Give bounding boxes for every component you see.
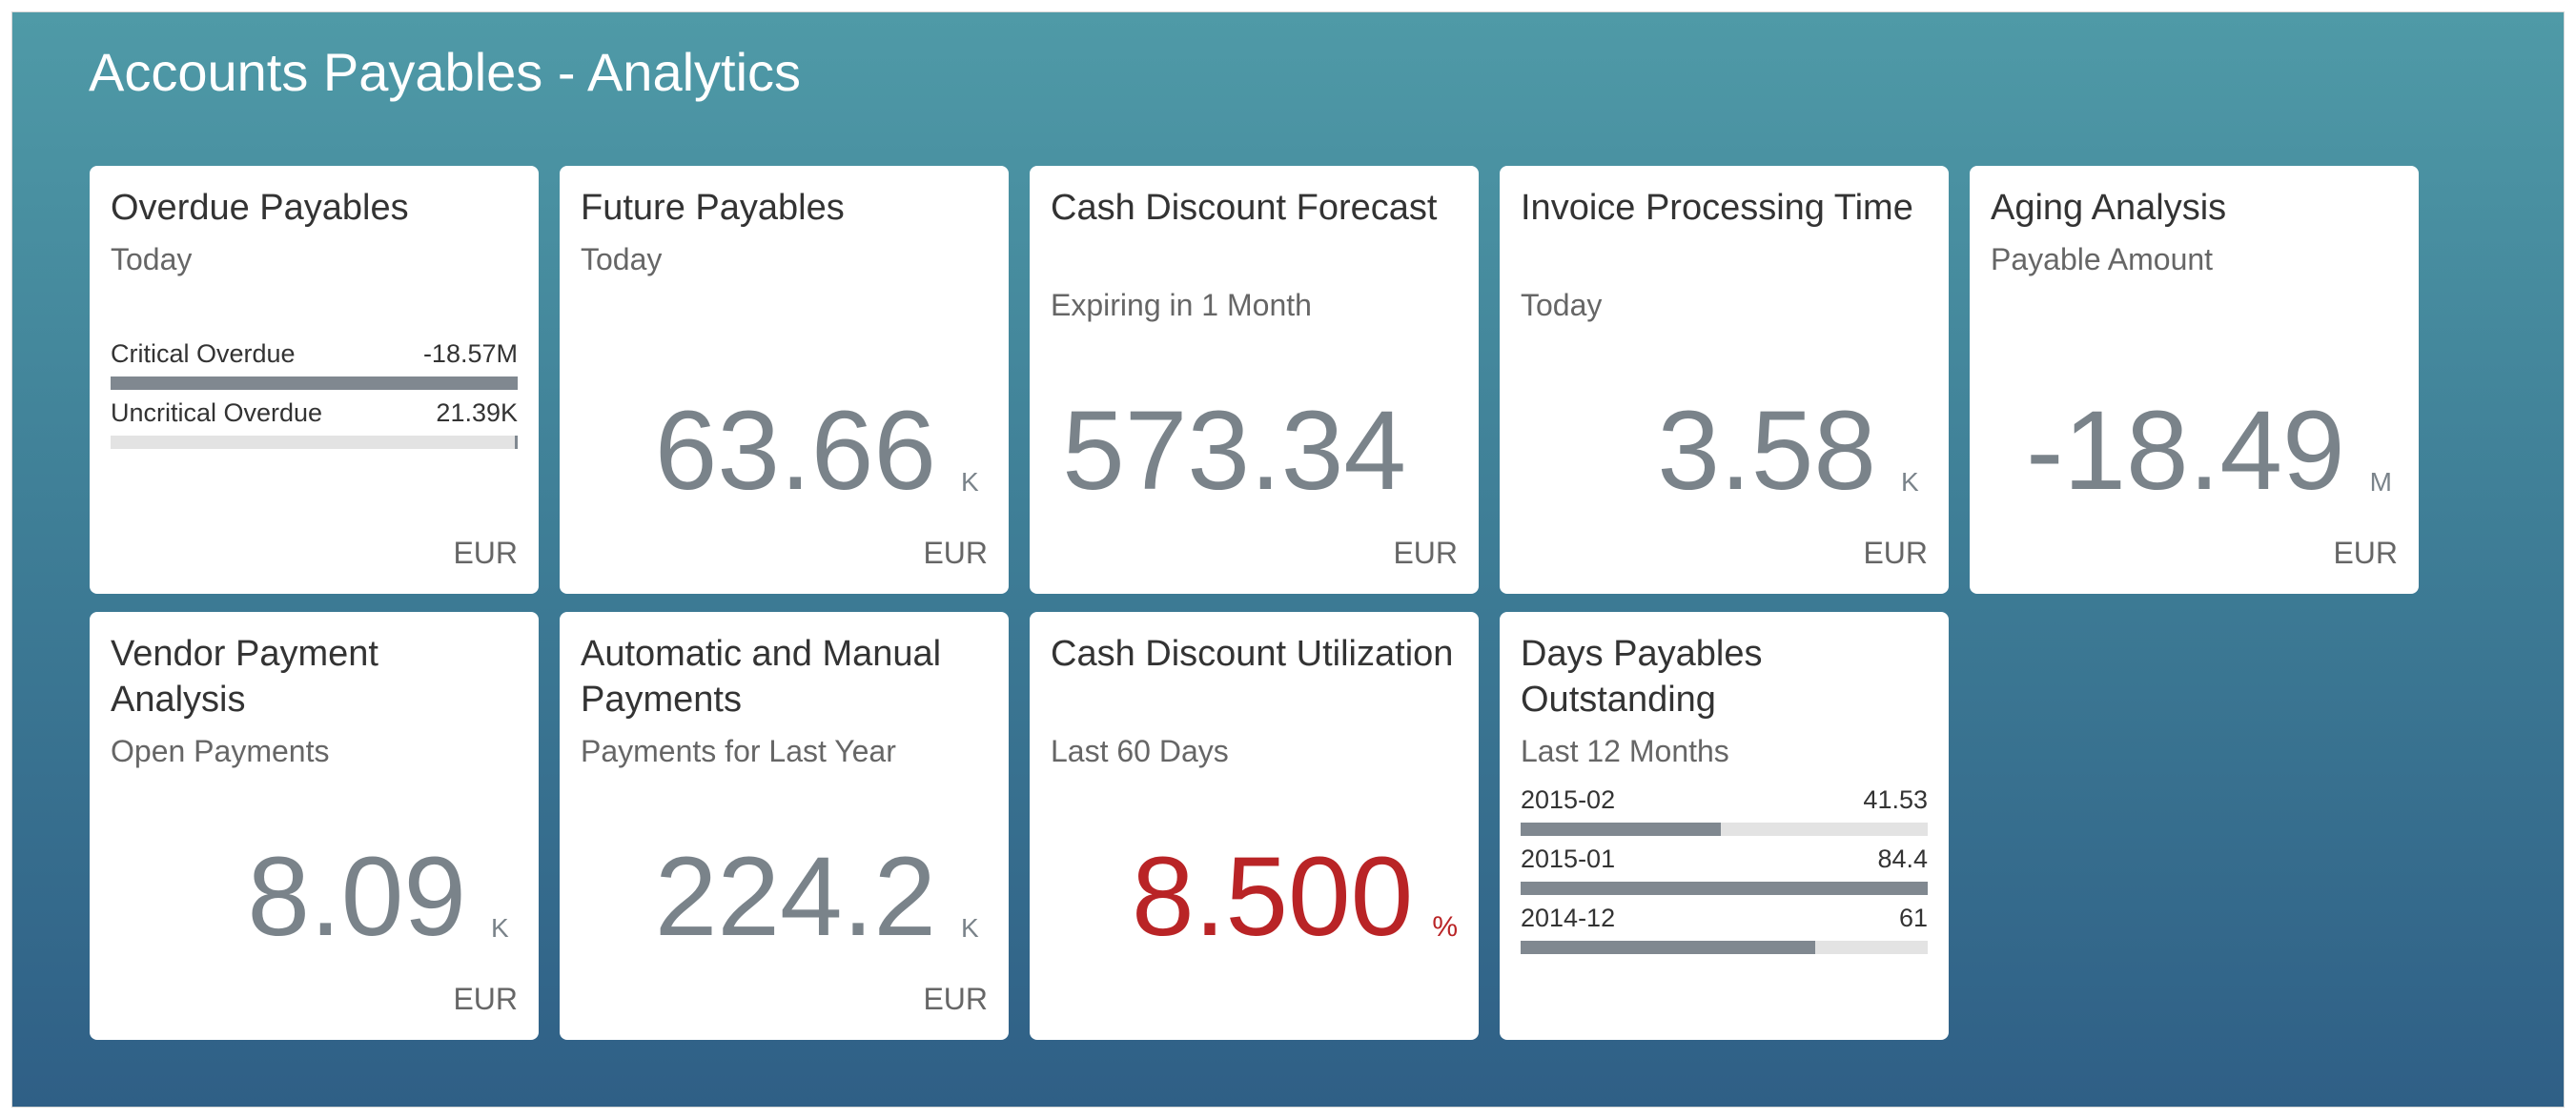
comparison-value: 84.4 — [1877, 844, 1928, 874]
kpi-value: 573.34 — [1062, 395, 1406, 507]
comparison-label: Critical Overdue — [111, 339, 296, 369]
tile-title: Aging Analysis — [1991, 185, 2398, 231]
comparison-bar — [515, 436, 518, 449]
page-title: Accounts Payables - Analytics — [89, 41, 801, 103]
tile-aging-analysis[interactable]: Aging Analysis Payable Amount -18.49 M E… — [1970, 166, 2419, 594]
tile-unit: EUR — [1393, 536, 1458, 571]
comparison-value: -18.57M — [423, 339, 518, 369]
comparison-bar — [1521, 941, 1815, 954]
comparison-bar-track — [1521, 882, 1928, 895]
tile-unit: EUR — [923, 982, 988, 1017]
comparison-bar-track — [1521, 823, 1928, 836]
tile-subtitle: Last 12 Months — [1521, 734, 1928, 769]
comparison-row-uncritical: Uncritical Overdue 21.39K — [111, 398, 518, 449]
comparison-row-critical: Critical Overdue -18.57M — [111, 339, 518, 390]
dashboard-background: Accounts Payables - Analytics Overdue Pa… — [11, 11, 2565, 1108]
tile-subtitle: Expiring in 1 Month — [1051, 288, 1458, 323]
tile-days-payables-outstanding[interactable]: Days Payables Outstanding Last 12 Months… — [1500, 612, 1949, 1040]
comparison-label: Uncritical Overdue — [111, 398, 322, 428]
tile-title: Days Payables Outstanding — [1521, 631, 1928, 722]
kpi-number: -18.49 M — [2026, 395, 2392, 507]
kpi-number: 573.34 — [1062, 395, 1452, 507]
tile-overdue-payables[interactable]: Overdue Payables Today Critical Overdue … — [90, 166, 539, 594]
comparison-row: 2014-12 61 — [1521, 904, 1928, 954]
tile-unit: EUR — [453, 982, 518, 1017]
kpi-number: 8.09 K — [247, 841, 512, 953]
tile-subtitle: Payments for Last Year — [581, 734, 988, 769]
kpi-scale: K — [961, 913, 982, 944]
comparison-value: 41.53 — [1863, 785, 1928, 815]
kpi-scale: K — [961, 467, 982, 498]
tile-unit: EUR — [2333, 536, 2398, 571]
comparison-bar-track — [111, 436, 518, 449]
comparison-bar — [1521, 882, 1928, 895]
kpi-scale: K — [1901, 467, 1922, 498]
tile-invoice-processing-time[interactable]: Invoice Processing Time Today 3.58 K EUR — [1500, 166, 1949, 594]
tile-title: Overdue Payables — [111, 185, 518, 231]
comparison-bar — [1521, 823, 1721, 836]
tile-unit: EUR — [453, 536, 518, 571]
tile-cash-discount-forecast[interactable]: Cash Discount Forecast Expiring in 1 Mon… — [1030, 166, 1479, 594]
comparison-value: 21.39K — [436, 398, 518, 428]
tile-subtitle: Open Payments — [111, 734, 518, 769]
tile-subtitle: Today — [111, 242, 518, 277]
kpi-value: 8.500 — [1132, 841, 1413, 953]
tile-subtitle: Last 60 Days — [1051, 734, 1458, 769]
tile-title: Automatic and Manual Payments — [581, 631, 988, 722]
kpi-number: 8.500 % — [1132, 841, 1458, 953]
kpi-number: 3.58 K — [1657, 395, 1922, 507]
kpi-scale: K — [491, 913, 512, 944]
comparison-row: 2015-01 84.4 — [1521, 844, 1928, 895]
tile-subtitle: Today — [1521, 288, 1928, 323]
comparison-bar — [111, 376, 518, 390]
comparison-bar-track — [1521, 941, 1928, 954]
comparison-label: 2015-01 — [1521, 844, 1615, 874]
tile-cash-discount-utilization[interactable]: Cash Discount Utilization Last 60 Days 8… — [1030, 612, 1479, 1040]
kpi-value: 63.66 — [655, 395, 936, 507]
tile-title: Vendor Payment Analysis — [111, 631, 518, 722]
tile-future-payables[interactable]: Future Payables Today 63.66 K EUR — [560, 166, 1009, 594]
tile-title: Cash Discount Forecast — [1051, 185, 1458, 231]
kpi-scale: M — [2370, 467, 2392, 498]
comparison-label: 2014-12 — [1521, 904, 1615, 933]
comparison-label: 2015-02 — [1521, 785, 1615, 815]
tile-title: Invoice Processing Time — [1521, 185, 1928, 231]
tile-subtitle: Today — [581, 242, 988, 277]
tile-title: Future Payables — [581, 185, 988, 231]
tile-title: Cash Discount Utilization — [1051, 631, 1458, 677]
kpi-number: 63.66 K — [655, 395, 982, 507]
comparison-value: 61 — [1899, 904, 1928, 933]
kpi-scale: % — [1432, 911, 1458, 944]
tile-unit: EUR — [1863, 536, 1928, 571]
kpi-number: 224.2 K — [655, 841, 982, 953]
tile-subtitle: Payable Amount — [1991, 242, 2398, 277]
comparison-bar-track — [111, 376, 518, 390]
tile-vendor-payment-analysis[interactable]: Vendor Payment Analysis Open Payments 8.… — [90, 612, 539, 1040]
comparison-row: 2015-02 41.53 — [1521, 785, 1928, 836]
kpi-value: -18.49 — [2026, 395, 2345, 507]
kpi-value: 224.2 — [655, 841, 936, 953]
tile-unit: EUR — [923, 536, 988, 571]
kpi-value: 3.58 — [1657, 395, 1876, 507]
kpi-value: 8.09 — [247, 841, 466, 953]
tile-automatic-manual-payments[interactable]: Automatic and Manual Payments Payments f… — [560, 612, 1009, 1040]
